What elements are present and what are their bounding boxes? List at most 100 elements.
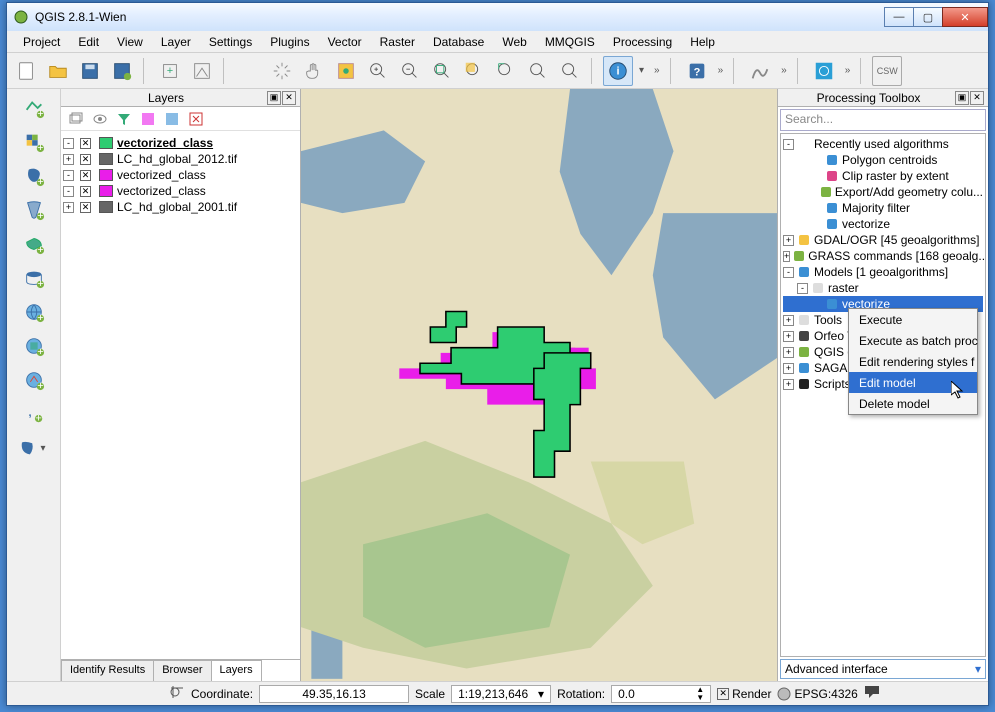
layer-visibility-checkbox[interactable]: ✕ bbox=[80, 202, 91, 213]
add-wfs-button[interactable]: + bbox=[17, 365, 51, 395]
toggle-extents-icon[interactable] bbox=[169, 684, 185, 703]
tree-node[interactable]: -Models [1 geoalgorithms] bbox=[783, 264, 983, 280]
layer-row[interactable]: +✕LC_hd_global_2001.tif bbox=[63, 199, 298, 215]
save-button[interactable] bbox=[75, 56, 105, 86]
save-as-button[interactable] bbox=[107, 56, 137, 86]
tab-browser[interactable]: Browser bbox=[153, 660, 211, 681]
toolbar-overflow-3[interactable]: » bbox=[777, 65, 791, 76]
zoom-in-button[interactable] bbox=[363, 56, 393, 86]
add-spatialite-button[interactable]: + bbox=[17, 195, 51, 225]
menu-edit[interactable]: Edit bbox=[70, 33, 107, 51]
add-oracle-button[interactable]: + bbox=[17, 263, 51, 293]
crs-button[interactable]: EPSG:4326 bbox=[777, 687, 857, 701]
layer-expand-icon[interactable]: - bbox=[63, 138, 74, 149]
pan-button[interactable] bbox=[267, 56, 297, 86]
menu-view[interactable]: View bbox=[109, 33, 151, 51]
zoom-layer-button[interactable] bbox=[491, 56, 521, 86]
context-item[interactable]: Execute as batch proc bbox=[849, 330, 977, 351]
layers-dock-float[interactable]: ▣ bbox=[267, 91, 281, 105]
menu-vector[interactable]: Vector bbox=[320, 33, 370, 51]
layer-row[interactable]: -✕vectorized_class bbox=[63, 135, 298, 151]
toolbar-overflow-2[interactable]: » bbox=[714, 65, 728, 76]
messages-icon[interactable] bbox=[864, 685, 882, 702]
menu-plugins[interactable]: Plugins bbox=[262, 33, 317, 51]
menu-web[interactable]: Web bbox=[494, 33, 534, 51]
menu-help[interactable]: Help bbox=[682, 33, 723, 51]
add-virtual-button[interactable]: ▾ bbox=[17, 433, 51, 463]
menu-database[interactable]: Database bbox=[425, 33, 492, 51]
zoom-full-button[interactable] bbox=[427, 56, 457, 86]
composer-button[interactable] bbox=[187, 56, 217, 86]
map-canvas[interactable] bbox=[301, 89, 778, 681]
layer-expand-icon[interactable]: + bbox=[63, 154, 74, 165]
tree-node[interactable]: +GRASS commands [168 geoalg... bbox=[783, 248, 983, 264]
add-wcs-button[interactable]: + bbox=[17, 331, 51, 361]
layers-filter-icon[interactable] bbox=[115, 110, 133, 128]
coord-field[interactable]: 49.35,16.13 bbox=[259, 685, 409, 703]
layer-visibility-checkbox[interactable]: ✕ bbox=[80, 170, 91, 181]
tab-layers[interactable]: Layers bbox=[211, 660, 262, 681]
zoom-next-button[interactable] bbox=[555, 56, 585, 86]
render-checkbox[interactable]: ✕Render bbox=[717, 687, 771, 701]
layer-visibility-checkbox[interactable]: ✕ bbox=[80, 154, 91, 165]
add-delimited-button[interactable]: ,+ bbox=[17, 399, 51, 429]
tree-node[interactable]: Clip raster by extent bbox=[783, 168, 983, 184]
rotation-field[interactable]: 0.0▲▼ bbox=[611, 685, 711, 703]
layers-dock-close[interactable]: ✕ bbox=[282, 91, 296, 105]
add-raster-button[interactable]: + bbox=[17, 127, 51, 157]
new-project-button[interactable] bbox=[11, 56, 41, 86]
add-mssql-button[interactable]: + bbox=[17, 229, 51, 259]
histogram-button[interactable] bbox=[745, 56, 775, 86]
layers-add-group-icon[interactable] bbox=[67, 110, 85, 128]
layer-row[interactable]: -✕vectorized_class bbox=[63, 183, 298, 199]
metasearch-button[interactable] bbox=[809, 56, 839, 86]
open-project-button[interactable] bbox=[43, 56, 73, 86]
csw-button[interactable]: CSW bbox=[872, 56, 902, 86]
tree-node[interactable]: -raster bbox=[783, 280, 983, 296]
layers-visibility-icon[interactable] bbox=[91, 110, 109, 128]
tree-node[interactable]: vectorize bbox=[783, 216, 983, 232]
toolbox-interface-select[interactable]: Advanced interface▾ bbox=[780, 659, 986, 679]
toolbox-search[interactable]: Search... bbox=[780, 109, 986, 131]
add-postgis-button[interactable]: + bbox=[17, 161, 51, 191]
menu-settings[interactable]: Settings bbox=[201, 33, 260, 51]
scale-field[interactable]: 1:19,213,646▾ bbox=[451, 685, 551, 703]
tree-node[interactable]: +GDAL/OGR [45 geoalgorithms] bbox=[783, 232, 983, 248]
context-item[interactable]: Edit rendering styles f bbox=[849, 351, 977, 372]
toolbar-overflow-1[interactable]: » bbox=[650, 65, 664, 76]
tree-node[interactable]: Polygon centroids bbox=[783, 152, 983, 168]
layer-row[interactable]: +✕LC_hd_global_2012.tif bbox=[63, 151, 298, 167]
tab-identify[interactable]: Identify Results bbox=[61, 660, 154, 681]
minimize-button[interactable]: — bbox=[884, 7, 914, 27]
toolbar-overflow-4[interactable]: » bbox=[841, 65, 855, 76]
tree-node[interactable]: Majority filter bbox=[783, 200, 983, 216]
layers-expand-icon[interactable] bbox=[163, 110, 181, 128]
toolbar-more-1[interactable]: ▾ bbox=[635, 65, 648, 76]
maximize-button[interactable]: ▢ bbox=[913, 7, 943, 27]
tree-node[interactable]: -Recently used algorithms bbox=[783, 136, 983, 152]
layer-expand-icon[interactable]: - bbox=[63, 186, 74, 197]
context-item[interactable]: Execute bbox=[849, 309, 977, 330]
toolbox-dock-float[interactable]: ▣ bbox=[955, 91, 969, 105]
hand-button[interactable] bbox=[299, 56, 329, 86]
layer-visibility-checkbox[interactable]: ✕ bbox=[80, 138, 91, 149]
menu-layer[interactable]: Layer bbox=[153, 33, 199, 51]
new-layer-button[interactable]: + bbox=[155, 56, 185, 86]
layer-expand-icon[interactable]: - bbox=[63, 170, 74, 181]
menu-processing[interactable]: Processing bbox=[605, 33, 680, 51]
layer-visibility-checkbox[interactable]: ✕ bbox=[80, 186, 91, 197]
toolbox-dock-close[interactable]: ✕ bbox=[970, 91, 984, 105]
zoom-out-button[interactable] bbox=[395, 56, 425, 86]
menu-project[interactable]: Project bbox=[15, 33, 68, 51]
zoom-last-button[interactable] bbox=[523, 56, 553, 86]
identify-button[interactable]: i bbox=[603, 56, 633, 86]
close-button[interactable]: ✕ bbox=[942, 7, 988, 27]
tree-node[interactable]: Export/Add geometry colu... bbox=[783, 184, 983, 200]
menu-raster[interactable]: Raster bbox=[372, 33, 423, 51]
pan-to-button[interactable] bbox=[331, 56, 361, 86]
layers-expr-icon[interactable] bbox=[139, 110, 157, 128]
add-wms-button[interactable]: + bbox=[17, 297, 51, 327]
layer-row[interactable]: -✕vectorized_class bbox=[63, 167, 298, 183]
help-button[interactable]: ? bbox=[682, 56, 712, 86]
menu-mmqgis[interactable]: MMQGIS bbox=[537, 33, 603, 51]
